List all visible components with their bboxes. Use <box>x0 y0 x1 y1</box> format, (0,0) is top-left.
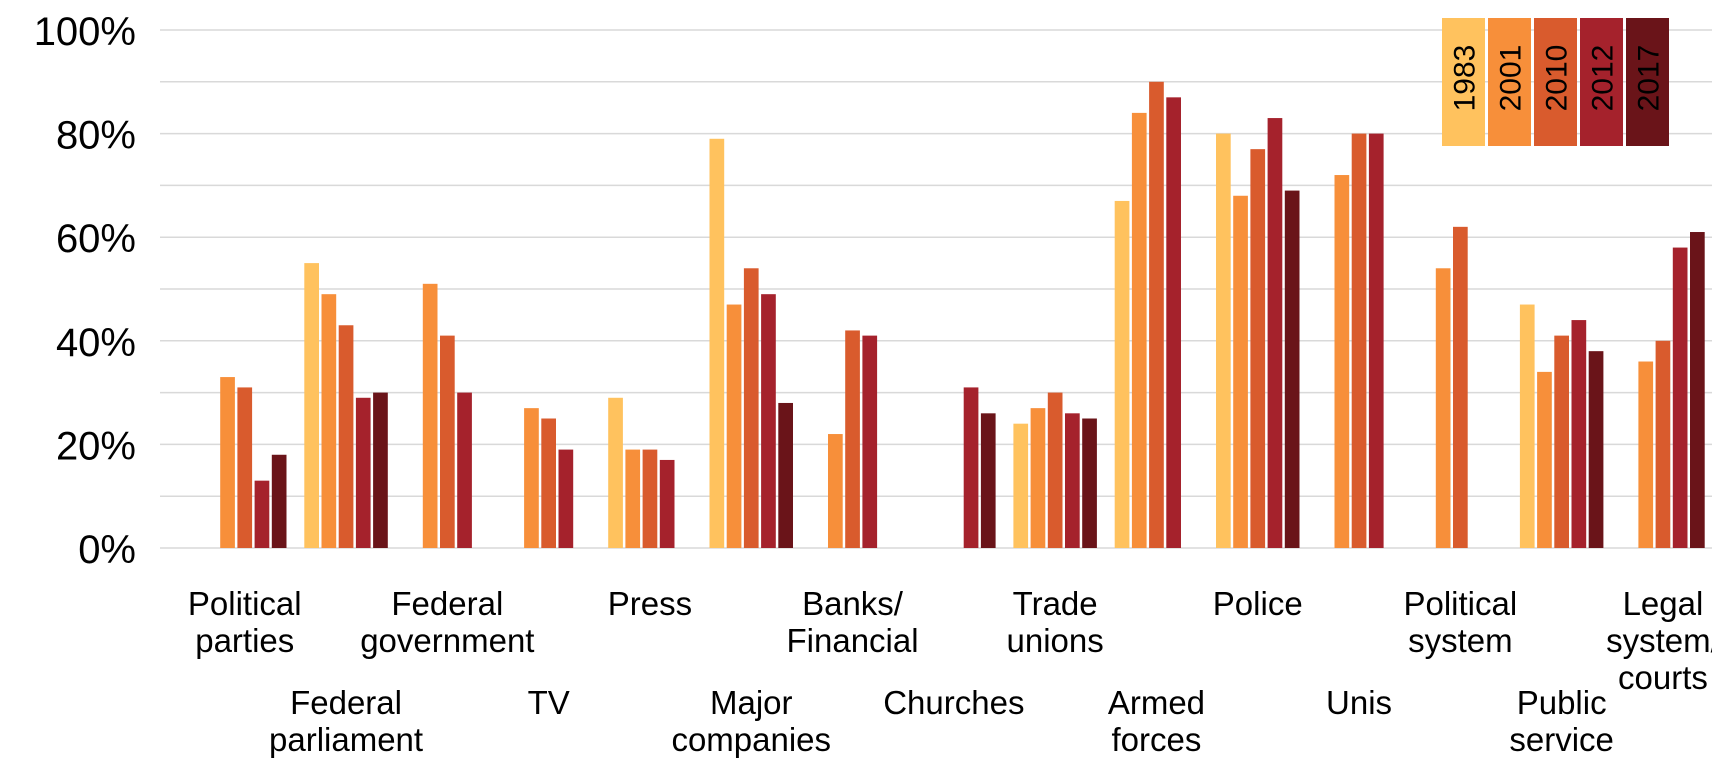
legend-label-2017: 2017 <box>1633 45 1666 112</box>
bar-1983-public-service <box>1519 304 1535 548</box>
x-category-label: Political parties <box>188 585 302 659</box>
x-category-label: Public service <box>1509 684 1614 758</box>
bar-1983-police <box>1216 133 1231 548</box>
y-tick-label: 60% <box>56 217 136 261</box>
bar-2010-federal-parliament <box>338 325 354 548</box>
legend-swatch-2010 <box>1534 18 1577 146</box>
bar-2017-political-parties <box>271 454 287 548</box>
bar-2010-public-service <box>1554 335 1569 548</box>
bar-2012-major-companies <box>761 294 776 548</box>
bar-2010-armed-forces <box>1149 81 1164 549</box>
bar-2017-public-service <box>1588 351 1604 548</box>
x-category-label: Federal government <box>360 585 534 659</box>
bar-2010-unis <box>1351 133 1367 548</box>
bar-2001-major-companies <box>726 304 742 548</box>
x-category-label: Banks/Financial <box>787 585 919 659</box>
x-axis-category-labels: Political parties Federal parliament Federal… <box>188 585 1712 758</box>
bar-1983-major-companies <box>709 138 725 548</box>
bar-2001-police <box>1233 195 1248 548</box>
y-tick-label: 80% <box>56 114 136 158</box>
bar-2001-political-parties <box>220 377 235 548</box>
bar-2010-political-system <box>1453 226 1468 548</box>
bar-2010-tv <box>541 418 556 548</box>
x-category-label: Federal parliament <box>269 684 423 758</box>
x-category-label: TV <box>528 684 570 721</box>
legend-label-2012: 2012 <box>1587 45 1620 112</box>
bar-2012-churches <box>963 387 979 548</box>
bar-1983-press <box>608 397 623 548</box>
x-category-label: Armed forces <box>1108 684 1205 758</box>
bar-2017-police <box>1284 190 1300 548</box>
bar-2001-unis <box>1334 175 1350 549</box>
bar-2017-trade-unions <box>1082 418 1097 548</box>
x-category-label: Legal system/courts <box>1606 585 1712 696</box>
bar-2001-political-system <box>1435 268 1451 548</box>
bar-2001-legal-system-courts <box>1638 361 1654 548</box>
bar-2001-press <box>625 449 641 548</box>
bar-2017-major-companies <box>778 402 793 548</box>
x-category-label: Major companies <box>671 684 831 758</box>
bar-2010-federal-government <box>440 335 455 548</box>
legend-swatch-1983 <box>1442 18 1485 146</box>
bar-2001-federal-parliament <box>321 294 337 548</box>
bar-2017-federal-parliament <box>373 392 388 548</box>
bar-2012-political-parties <box>254 480 270 548</box>
y-tick-label: 20% <box>56 424 136 468</box>
bar-2012-federal-government <box>457 392 472 548</box>
bar-2001-tv <box>524 408 539 548</box>
bar-1983-trade-unions <box>1013 423 1029 548</box>
bar-2001-federal-government <box>422 283 438 548</box>
bar-2012-federal-parliament <box>355 397 371 548</box>
y-tick-label: 0% <box>78 528 136 572</box>
bar-2010-political-parties <box>237 387 253 548</box>
bar-2012-legal-system-courts <box>1672 247 1688 548</box>
bar-2010-trade-unions <box>1047 392 1063 548</box>
y-tick-label: 40% <box>56 321 136 365</box>
bar-2012-press <box>659 459 675 548</box>
bar-2010-banks-financial <box>845 330 860 548</box>
legend-label-1983: 1983 <box>1449 45 1482 112</box>
x-category-label: Churches <box>883 684 1024 721</box>
bar-2001-banks-financial <box>828 434 843 548</box>
legend-swatch-2001 <box>1488 18 1531 146</box>
x-category-label: Political system <box>1403 585 1517 659</box>
x-category-label: Press <box>608 585 692 622</box>
bars <box>220 81 1705 549</box>
legend: 1983 2001 2010 2012 2017 <box>1442 18 1669 146</box>
bar-1983-federal-parliament <box>304 263 319 548</box>
bar-2010-press <box>642 449 658 548</box>
bar-2017-legal-system-courts <box>1690 232 1705 548</box>
bar-2012-public-service <box>1571 320 1587 548</box>
x-category-label: Police <box>1213 585 1303 622</box>
bar-2012-armed-forces <box>1166 97 1181 548</box>
bar-2012-trade-unions <box>1065 413 1080 548</box>
bar-2001-armed-forces <box>1131 112 1147 548</box>
x-category-label: Trade unions <box>1007 585 1104 659</box>
x-category-label: Unis <box>1326 684 1392 721</box>
legend-swatch-2017 <box>1626 18 1669 146</box>
legend-label-2010: 2010 <box>1541 45 1574 112</box>
bar-2010-major-companies <box>743 268 759 548</box>
bar-2012-police <box>1267 118 1283 548</box>
bar-2012-tv <box>558 449 574 548</box>
bar-2012-banks-financial <box>862 335 878 548</box>
bar-2010-legal-system-courts <box>1655 340 1671 548</box>
bar-2012-unis <box>1368 133 1384 548</box>
bar-2010-police <box>1250 149 1266 548</box>
legend-swatch-2012 <box>1580 18 1623 146</box>
y-axis-tick-labels: 0% 20% 40% 60% 80% 100% <box>34 10 136 572</box>
bar-2001-trade-unions <box>1030 408 1046 548</box>
bar-2017-churches <box>980 413 996 548</box>
legend-label-2001: 2001 <box>1495 45 1528 112</box>
y-tick-label: 100% <box>34 10 136 54</box>
bar-2001-public-service <box>1537 371 1552 548</box>
bar-1983-armed-forces <box>1114 200 1130 548</box>
